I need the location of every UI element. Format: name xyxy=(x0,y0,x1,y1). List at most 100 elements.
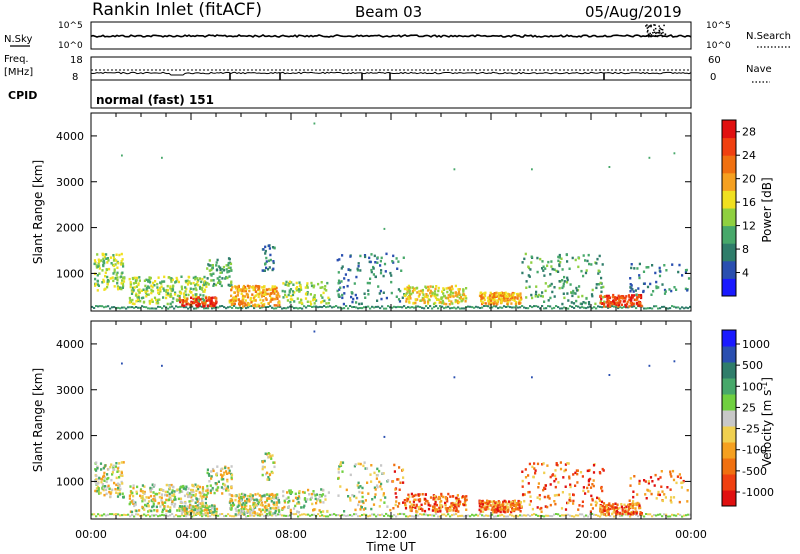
data-cell xyxy=(103,471,106,475)
data-cell xyxy=(318,493,321,497)
data-cell xyxy=(101,253,104,257)
data-cell xyxy=(128,502,131,506)
data-cell xyxy=(482,510,485,513)
data-cell xyxy=(299,307,302,309)
data-cell xyxy=(193,514,196,517)
data-cell xyxy=(622,300,625,303)
data-cell xyxy=(261,306,264,309)
data-cell xyxy=(294,496,298,500)
data-cell xyxy=(411,306,414,309)
data-cell xyxy=(459,297,463,300)
data-cell xyxy=(408,300,411,303)
data-cell xyxy=(229,514,232,517)
data-cell xyxy=(111,276,114,279)
data-cell xyxy=(322,510,325,513)
data-cell xyxy=(272,260,275,263)
data-cell xyxy=(288,280,291,284)
data-cell xyxy=(482,292,485,295)
data-cell xyxy=(400,269,403,272)
data-cell xyxy=(370,270,373,274)
data-cell xyxy=(534,295,537,298)
data-cell xyxy=(563,296,566,300)
colorbar-tick-label: 8 xyxy=(742,243,749,256)
data-cell xyxy=(259,510,263,513)
data-cell xyxy=(516,292,519,296)
data-cell xyxy=(517,294,520,297)
data-cell xyxy=(198,502,201,505)
data-cell xyxy=(252,296,255,300)
data-cell xyxy=(134,294,138,297)
data-cell xyxy=(585,297,588,300)
data-cell xyxy=(161,156,163,159)
data-cell xyxy=(600,487,603,490)
data-cell xyxy=(104,464,107,467)
data-cell xyxy=(167,294,170,297)
data-cell xyxy=(479,513,482,516)
colorbar-tick-label: 12 xyxy=(742,220,756,233)
data-cell xyxy=(537,514,540,517)
data-cell xyxy=(506,510,509,513)
data-cell xyxy=(542,488,545,492)
data-cell xyxy=(236,285,239,289)
data-cell xyxy=(171,513,174,516)
data-cell xyxy=(429,295,433,298)
data-cell xyxy=(414,506,417,509)
data-cell xyxy=(620,505,623,509)
data-cell xyxy=(183,295,186,298)
data-cell xyxy=(251,511,254,515)
data-cell xyxy=(219,268,222,271)
data-cell xyxy=(496,507,499,510)
data-cell xyxy=(514,302,517,306)
data-cell xyxy=(643,307,646,310)
data-cell xyxy=(566,260,569,263)
data-cell xyxy=(289,508,292,512)
data-cell xyxy=(243,503,247,507)
data-cell xyxy=(601,263,604,266)
data-cell xyxy=(634,507,637,510)
data-cell xyxy=(149,515,152,518)
data-cell xyxy=(363,461,366,464)
nsky-trace xyxy=(90,34,692,38)
data-cell xyxy=(621,512,624,516)
data-cell xyxy=(510,302,513,305)
data-cell xyxy=(267,302,270,306)
data-cell xyxy=(361,486,364,490)
data-cell xyxy=(313,302,316,305)
data-cell xyxy=(544,282,547,285)
freq-tick-top: 18 xyxy=(70,55,83,66)
data-cell xyxy=(273,304,276,307)
data-cell xyxy=(499,510,502,514)
data-cell xyxy=(209,489,212,492)
data-cell xyxy=(677,513,680,516)
data-cell xyxy=(528,462,531,466)
data-cell xyxy=(415,287,418,290)
data-cell xyxy=(203,280,206,283)
data-cell xyxy=(680,481,683,485)
data-cell xyxy=(127,306,130,309)
data-cell xyxy=(404,294,407,298)
data-cell xyxy=(306,300,309,303)
data-cell xyxy=(169,306,172,309)
data-cell xyxy=(673,360,676,363)
data-cell xyxy=(98,267,101,270)
data-cell xyxy=(410,292,413,296)
data-cell xyxy=(137,513,140,516)
data-cell xyxy=(269,253,272,257)
data-cell xyxy=(203,275,206,279)
data-cell xyxy=(634,503,637,506)
data-cell xyxy=(521,305,524,307)
data-cell xyxy=(260,301,263,305)
data-cell xyxy=(142,491,145,494)
nsearch-point xyxy=(652,32,654,34)
data-cell xyxy=(298,490,301,493)
data-cell xyxy=(133,515,136,518)
data-cell xyxy=(379,485,382,488)
data-cell xyxy=(91,305,94,308)
data-cell xyxy=(391,480,395,483)
data-cell xyxy=(339,485,342,488)
data-cell xyxy=(493,300,496,303)
data-cell xyxy=(274,287,277,291)
data-cell xyxy=(454,284,457,288)
data-cell xyxy=(97,284,100,287)
